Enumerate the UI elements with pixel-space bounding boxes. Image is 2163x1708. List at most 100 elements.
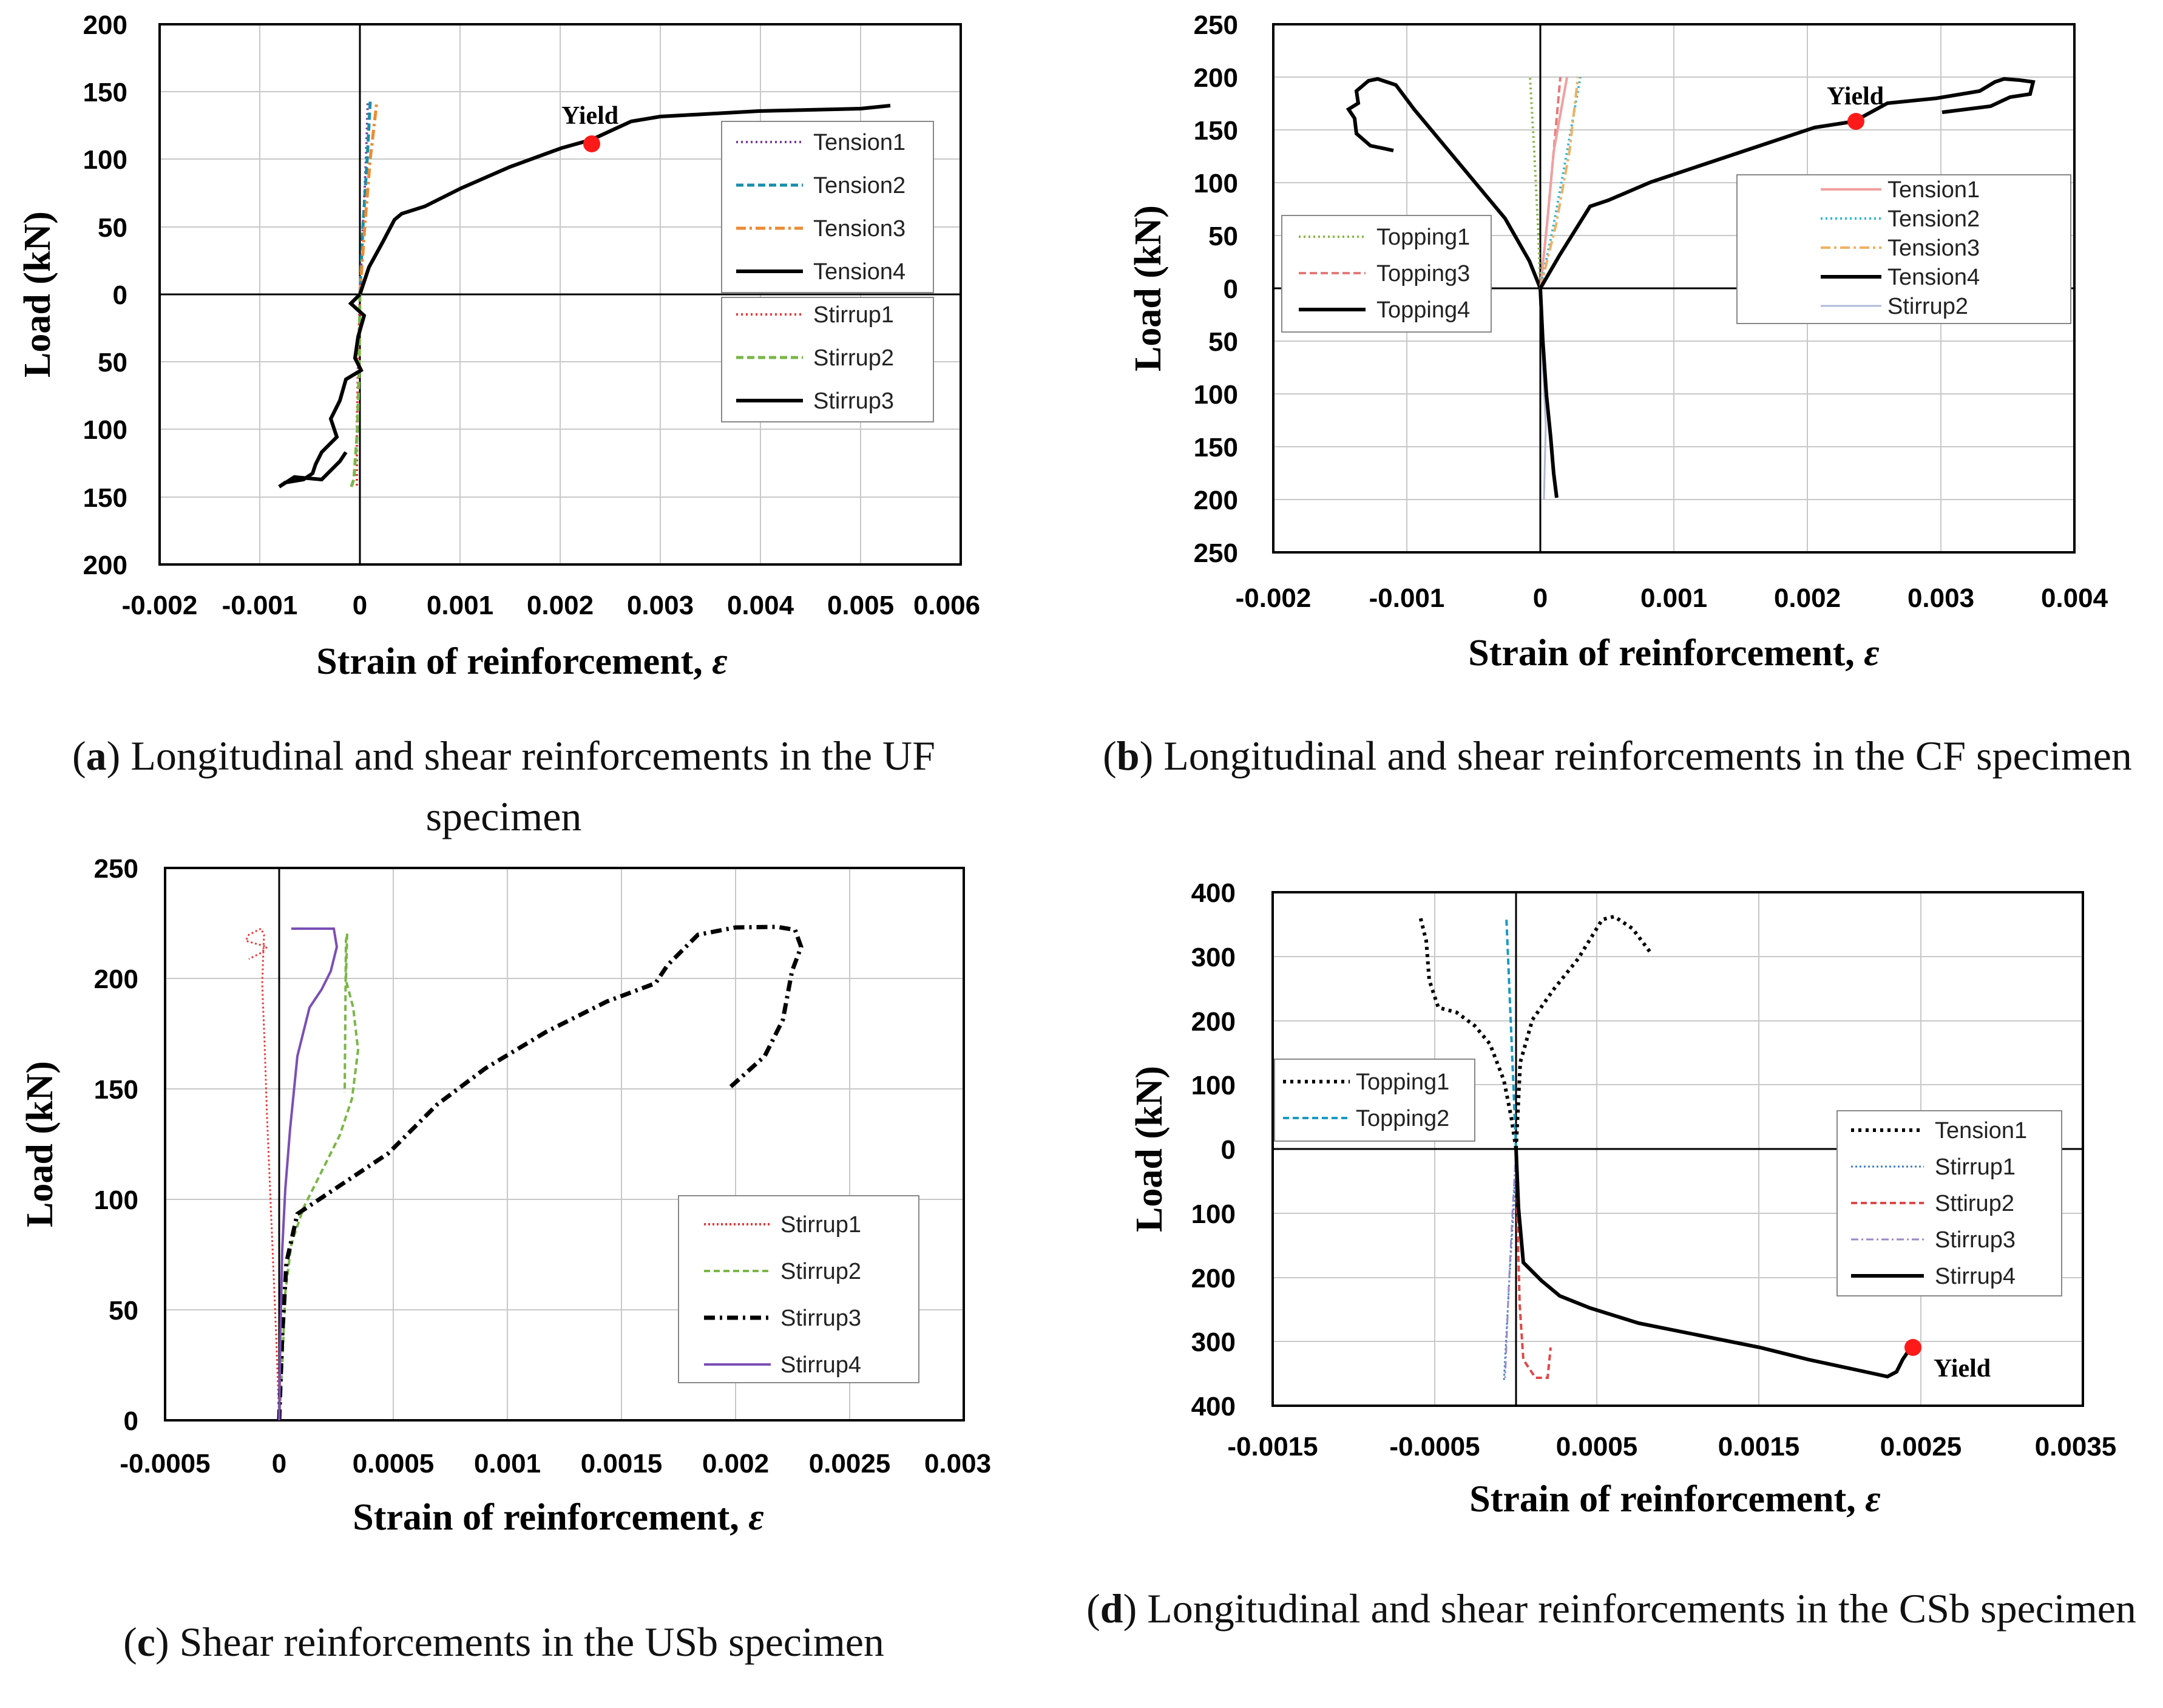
panel-d-legend-label: Topping1 <box>1356 1069 1449 1095</box>
panel-c-ytick: 200 <box>94 964 138 994</box>
panel-b-ytick: 150 <box>1194 433 1238 463</box>
panel-c-ytick: 0 <box>124 1406 138 1436</box>
panel-c-series-stirrup4 <box>278 927 339 1421</box>
panel-d-legend-label: Stirrup1 <box>1935 1154 2016 1180</box>
panel-b-legend-label: Stirrup2 <box>1887 294 1968 319</box>
panel-a-xtick: 0.005 <box>827 591 894 620</box>
panel-d-legend-label: Stirrup4 <box>1935 1264 2016 1289</box>
panel-a-xtick: 0.003 <box>627 591 694 620</box>
panel-b-ytick: 50 <box>1208 222 1238 251</box>
panel-b-series-tension4 <box>1538 76 2036 290</box>
panel-a-series-stirrup2 <box>349 294 362 489</box>
panel-a-xtick: 0.001 <box>427 591 493 620</box>
panel-b-legend-left: Topping1 Topping3 Topping4 <box>1281 215 1492 333</box>
panel-d-xtick: 0.0035 <box>2035 1432 2117 1462</box>
panel-a-ytick: 100 <box>83 415 127 445</box>
panel-b-xtick: 0.004 <box>2041 583 2108 613</box>
panel-d-xtick: 0.0015 <box>1718 1432 1800 1462</box>
panel-a-legend-label: Stirrup2 <box>813 345 894 371</box>
panel-d: Yield -0.0015 -0.0005 0.0005 0.0015 0.00… <box>1129 878 2116 1520</box>
panel-a-series-stirrup3 <box>278 293 367 489</box>
panel-b-series-tension2 <box>1539 76 1582 289</box>
panel-d-legend-left: Topping1 Topping2 <box>1274 1059 1475 1142</box>
panel-a-ytick: 50 <box>98 213 127 243</box>
panel-b-ytick: 250 <box>1194 538 1238 568</box>
panel-a-legend-box-top <box>721 121 934 293</box>
panel-a-ytick: 0 <box>113 280 127 310</box>
panel-a-legend-label: Stirrup3 <box>813 388 894 414</box>
panel-c-xtick: 0.001 <box>474 1449 541 1479</box>
panel-c-ylabel: Load (kN) <box>19 1061 61 1227</box>
panel-b-ytick: 200 <box>1194 486 1238 515</box>
panel-b-legend-right: Tension1 Tension2 Tension3 Tension4 Stir… <box>1736 174 2071 324</box>
panel-c-plot-frame <box>164 867 965 1422</box>
panel-b-ytick: 100 <box>1194 169 1238 198</box>
panel-c-xticks: -0.0005 0 0.0005 0.001 0.0015 0.002 0.00… <box>120 1449 991 1479</box>
panel-a-yticks: 200 150 100 50 0 50 100 150 200 <box>83 10 127 580</box>
caption-d: (d) Longitudinal and shear reinforcement… <box>1086 1585 2136 1632</box>
panel-d-legend-label: Topping2 <box>1356 1106 1449 1131</box>
panel-d-ytick: 300 <box>1191 1327 1236 1357</box>
panel-c-ytick: 250 <box>94 854 138 884</box>
panel-d-ytick: 300 <box>1191 943 1236 972</box>
panel-d-series-topping2 <box>1505 916 1517 1150</box>
panel-a-xtick: 0.002 <box>527 591 594 620</box>
panel-b-series-topping4-lower <box>1538 288 1559 498</box>
panel-b-legend-label: Tension2 <box>1887 206 1980 232</box>
panel-b-legend-label: Topping1 <box>1376 225 1470 250</box>
panel-b-xtick: -0.001 <box>1369 583 1445 613</box>
panel-d-series-sttirup2 <box>1515 1148 1552 1379</box>
panel-c-xtick: 0.003 <box>924 1449 991 1479</box>
panel-c-ytick: 50 <box>109 1296 138 1326</box>
panel-a-ytick: 150 <box>83 483 127 513</box>
panel-b-yield-marker <box>1847 113 1864 130</box>
panel-a-legend-label: Tension4 <box>813 259 905 285</box>
panel-d-xticks: -0.0015 -0.0005 0.0005 0.0015 0.0025 0.0… <box>1227 1432 2116 1462</box>
panel-c-series-stirrup1 <box>244 927 280 1421</box>
panel-a-series-tension4 <box>358 104 891 295</box>
panel-c-series-stirrup3 <box>277 924 804 1421</box>
panel-d-series-topping1 <box>1418 916 1518 1150</box>
panel-b-xtick: 0 <box>1533 583 1548 613</box>
panel-d-xlabel: Strain of reinforcement, ε <box>1469 1479 1880 1520</box>
panel-d-ytick: 200 <box>1191 1264 1236 1293</box>
panel-c-xtick: 0 <box>272 1449 286 1479</box>
panel-d-xtick: 0.0005 <box>1556 1432 1638 1462</box>
panel-d-series-stirrup3 <box>1504 1148 1517 1378</box>
panel-c-legend-label: Stirrup4 <box>780 1352 861 1378</box>
panel-a-xtick: 0.006 <box>913 591 980 620</box>
panel-b-xtick: -0.002 <box>1236 583 1312 613</box>
panel-c-ytick: 100 <box>94 1185 138 1215</box>
panel-b-yield-label: Yield <box>1827 83 1884 110</box>
panel-d-ytick: 100 <box>1191 1199 1236 1229</box>
caption-c: (c) Shear reinforcements in the USb spec… <box>123 1619 884 1665</box>
panel-a-xtick: -0.001 <box>222 591 298 620</box>
panel-a-legend-label: Stirrup1 <box>813 302 894 328</box>
panel-b-series-tension3 <box>1539 76 1579 289</box>
panel-c-xtick: 0.0025 <box>809 1449 891 1479</box>
panel-b-series-topping4 <box>1346 76 1542 290</box>
panel-c-series-stirrup2 <box>278 933 360 1421</box>
panel-d-series-stirrup1 <box>1503 1148 1517 1381</box>
panel-a-xticks: -0.002 -0.001 0 0.001 0.002 0.003 0.004 … <box>122 591 980 620</box>
panel-b-ylabel: Load (kN) <box>1128 205 1169 371</box>
panel-a-xtick: -0.002 <box>122 591 198 620</box>
panel-b-legend-label: Topping4 <box>1376 297 1470 323</box>
panel-d-yield-marker <box>1904 1339 1921 1356</box>
panel-d-legend-label: Stirrup3 <box>1935 1227 2016 1253</box>
caption-a: (a) Longitudinal and shear reinforcement… <box>72 733 935 839</box>
panel-c-xlabel: Strain of reinforcement, ε <box>353 1497 763 1538</box>
panel-c-xtick: 0.002 <box>702 1449 769 1479</box>
panel-a-yield-label: Yield <box>561 102 618 130</box>
panel-d-legend-right: Tension1 Stirrup1 Sttirup2 Stirrup3 Stir… <box>1836 1110 2062 1296</box>
panel-b-legend-label: Tension1 <box>1887 177 1980 203</box>
panel-d-series-tension1 <box>1514 914 1653 1150</box>
panel-b-yticks: 250 200 150 100 50 0 50 100 150 200 250 <box>1194 10 1238 568</box>
panel-a-series-tension3 <box>358 101 379 295</box>
panel-b-legend-label: Tension3 <box>1887 236 1980 261</box>
panel-c-xtick: 0.0005 <box>353 1449 435 1479</box>
panel-c-xtick: 0.0015 <box>581 1449 663 1479</box>
panel-a-xlabel: Strain of reinforcement, ε <box>316 641 727 682</box>
panel-d-ytick: 0 <box>1221 1135 1236 1165</box>
